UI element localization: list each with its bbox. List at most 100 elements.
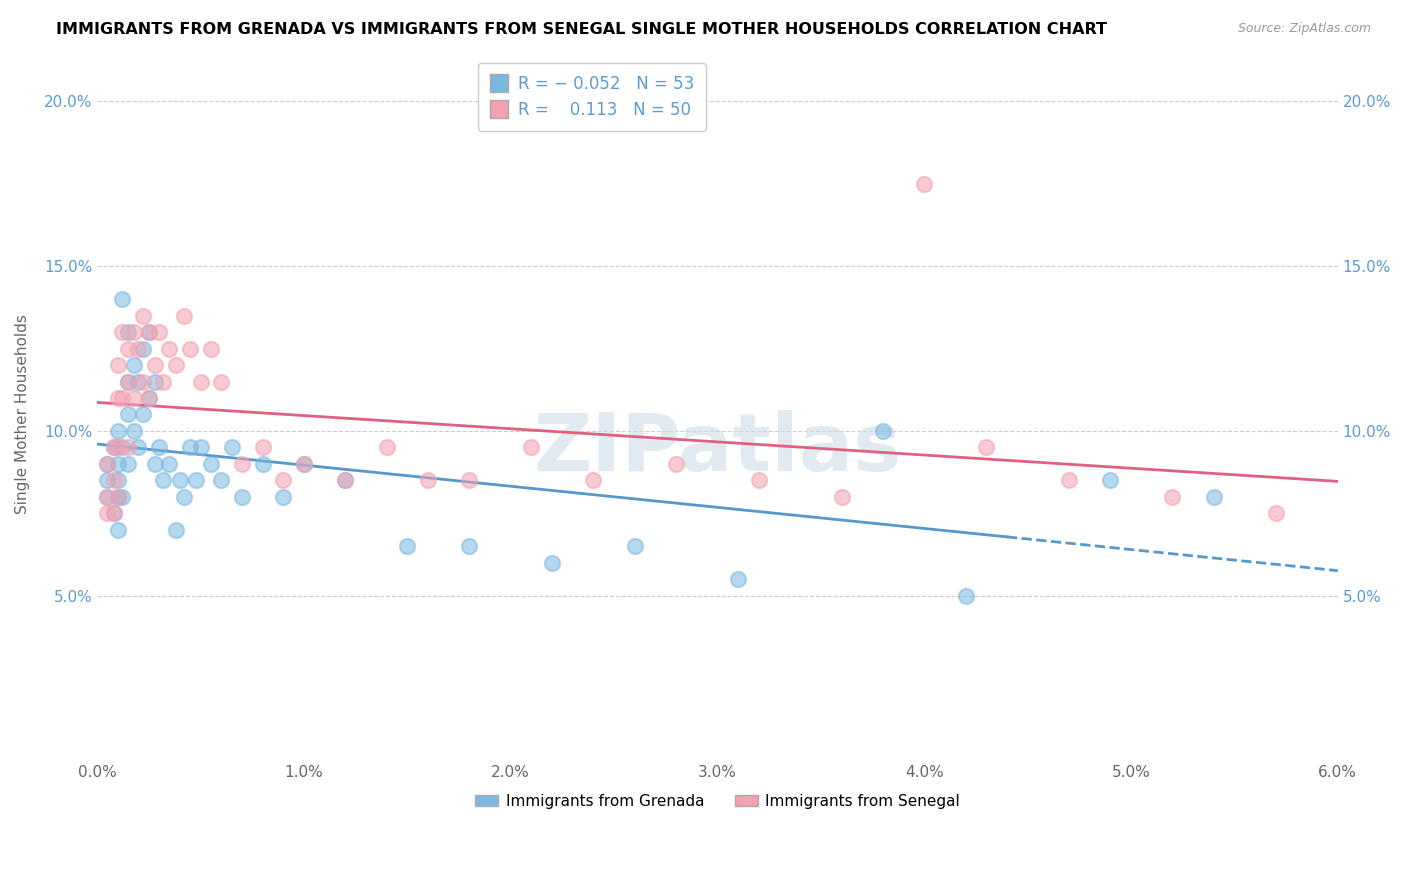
Point bbox=[200, 457, 222, 471]
Point bbox=[173, 309, 195, 323]
Point bbox=[623, 539, 645, 553]
Point bbox=[111, 325, 134, 339]
Point bbox=[111, 292, 134, 306]
Point bbox=[727, 572, 749, 586]
Point bbox=[458, 539, 481, 553]
Point bbox=[107, 457, 129, 471]
Point bbox=[117, 375, 139, 389]
Text: IMMIGRANTS FROM GRENADA VS IMMIGRANTS FROM SENEGAL SINGLE MOTHER HOUSEHOLDS CORR: IMMIGRANTS FROM GRENADA VS IMMIGRANTS FR… bbox=[56, 22, 1108, 37]
Point bbox=[127, 375, 149, 389]
Point bbox=[179, 441, 201, 455]
Text: ZIPatlas: ZIPatlas bbox=[533, 410, 901, 488]
Point bbox=[107, 391, 129, 405]
Point bbox=[107, 490, 129, 504]
Point bbox=[292, 457, 315, 471]
Point bbox=[124, 358, 146, 372]
Point bbox=[955, 589, 977, 603]
Point bbox=[271, 474, 294, 488]
Point bbox=[143, 457, 166, 471]
Point bbox=[117, 342, 139, 356]
Point bbox=[131, 309, 153, 323]
Point bbox=[148, 441, 170, 455]
Point bbox=[665, 457, 688, 471]
Point bbox=[831, 490, 853, 504]
Point bbox=[520, 441, 543, 455]
Point bbox=[190, 375, 212, 389]
Point bbox=[103, 441, 125, 455]
Point bbox=[131, 375, 153, 389]
Point bbox=[335, 474, 357, 488]
Point bbox=[974, 441, 997, 455]
Point bbox=[165, 523, 187, 537]
Point bbox=[541, 556, 564, 570]
Point bbox=[117, 408, 139, 422]
Point bbox=[117, 441, 139, 455]
Point bbox=[748, 474, 770, 488]
Point bbox=[96, 506, 118, 520]
Point bbox=[127, 342, 149, 356]
Point bbox=[1202, 490, 1225, 504]
Point bbox=[335, 474, 357, 488]
Point bbox=[179, 342, 201, 356]
Point bbox=[152, 474, 174, 488]
Point bbox=[200, 342, 222, 356]
Point bbox=[138, 325, 160, 339]
Point bbox=[165, 358, 187, 372]
Point bbox=[143, 358, 166, 372]
Point bbox=[107, 523, 129, 537]
Point bbox=[103, 506, 125, 520]
Point bbox=[111, 490, 134, 504]
Point bbox=[124, 391, 146, 405]
Point bbox=[96, 457, 118, 471]
Point bbox=[458, 474, 481, 488]
Point bbox=[127, 441, 149, 455]
Point bbox=[103, 441, 125, 455]
Point bbox=[152, 375, 174, 389]
Point bbox=[117, 325, 139, 339]
Y-axis label: Single Mother Households: Single Mother Households bbox=[15, 315, 30, 515]
Legend: Immigrants from Grenada, Immigrants from Senegal: Immigrants from Grenada, Immigrants from… bbox=[468, 788, 966, 815]
Point bbox=[912, 177, 935, 191]
Point bbox=[107, 474, 129, 488]
Point bbox=[396, 539, 419, 553]
Point bbox=[138, 391, 160, 405]
Point bbox=[209, 375, 232, 389]
Point bbox=[1161, 490, 1184, 504]
Point bbox=[124, 325, 146, 339]
Point bbox=[582, 474, 605, 488]
Point bbox=[96, 474, 118, 488]
Point bbox=[111, 441, 134, 455]
Point bbox=[159, 342, 181, 356]
Point bbox=[416, 474, 439, 488]
Point bbox=[221, 441, 243, 455]
Point bbox=[131, 342, 153, 356]
Text: Source: ZipAtlas.com: Source: ZipAtlas.com bbox=[1237, 22, 1371, 36]
Point bbox=[107, 441, 129, 455]
Point bbox=[375, 441, 398, 455]
Point bbox=[190, 441, 212, 455]
Point bbox=[107, 424, 129, 438]
Point bbox=[252, 441, 274, 455]
Point bbox=[252, 457, 274, 471]
Point bbox=[186, 474, 208, 488]
Point bbox=[173, 490, 195, 504]
Point bbox=[117, 457, 139, 471]
Point bbox=[292, 457, 315, 471]
Point bbox=[231, 457, 253, 471]
Point bbox=[138, 391, 160, 405]
Point bbox=[117, 375, 139, 389]
Point bbox=[1264, 506, 1286, 520]
Point bbox=[111, 391, 134, 405]
Point bbox=[107, 358, 129, 372]
Point bbox=[103, 506, 125, 520]
Point bbox=[96, 490, 118, 504]
Point bbox=[143, 375, 166, 389]
Point bbox=[96, 457, 118, 471]
Point bbox=[138, 325, 160, 339]
Point bbox=[103, 474, 125, 488]
Point bbox=[1099, 474, 1122, 488]
Point bbox=[1057, 474, 1080, 488]
Point bbox=[124, 424, 146, 438]
Point bbox=[209, 474, 232, 488]
Point bbox=[271, 490, 294, 504]
